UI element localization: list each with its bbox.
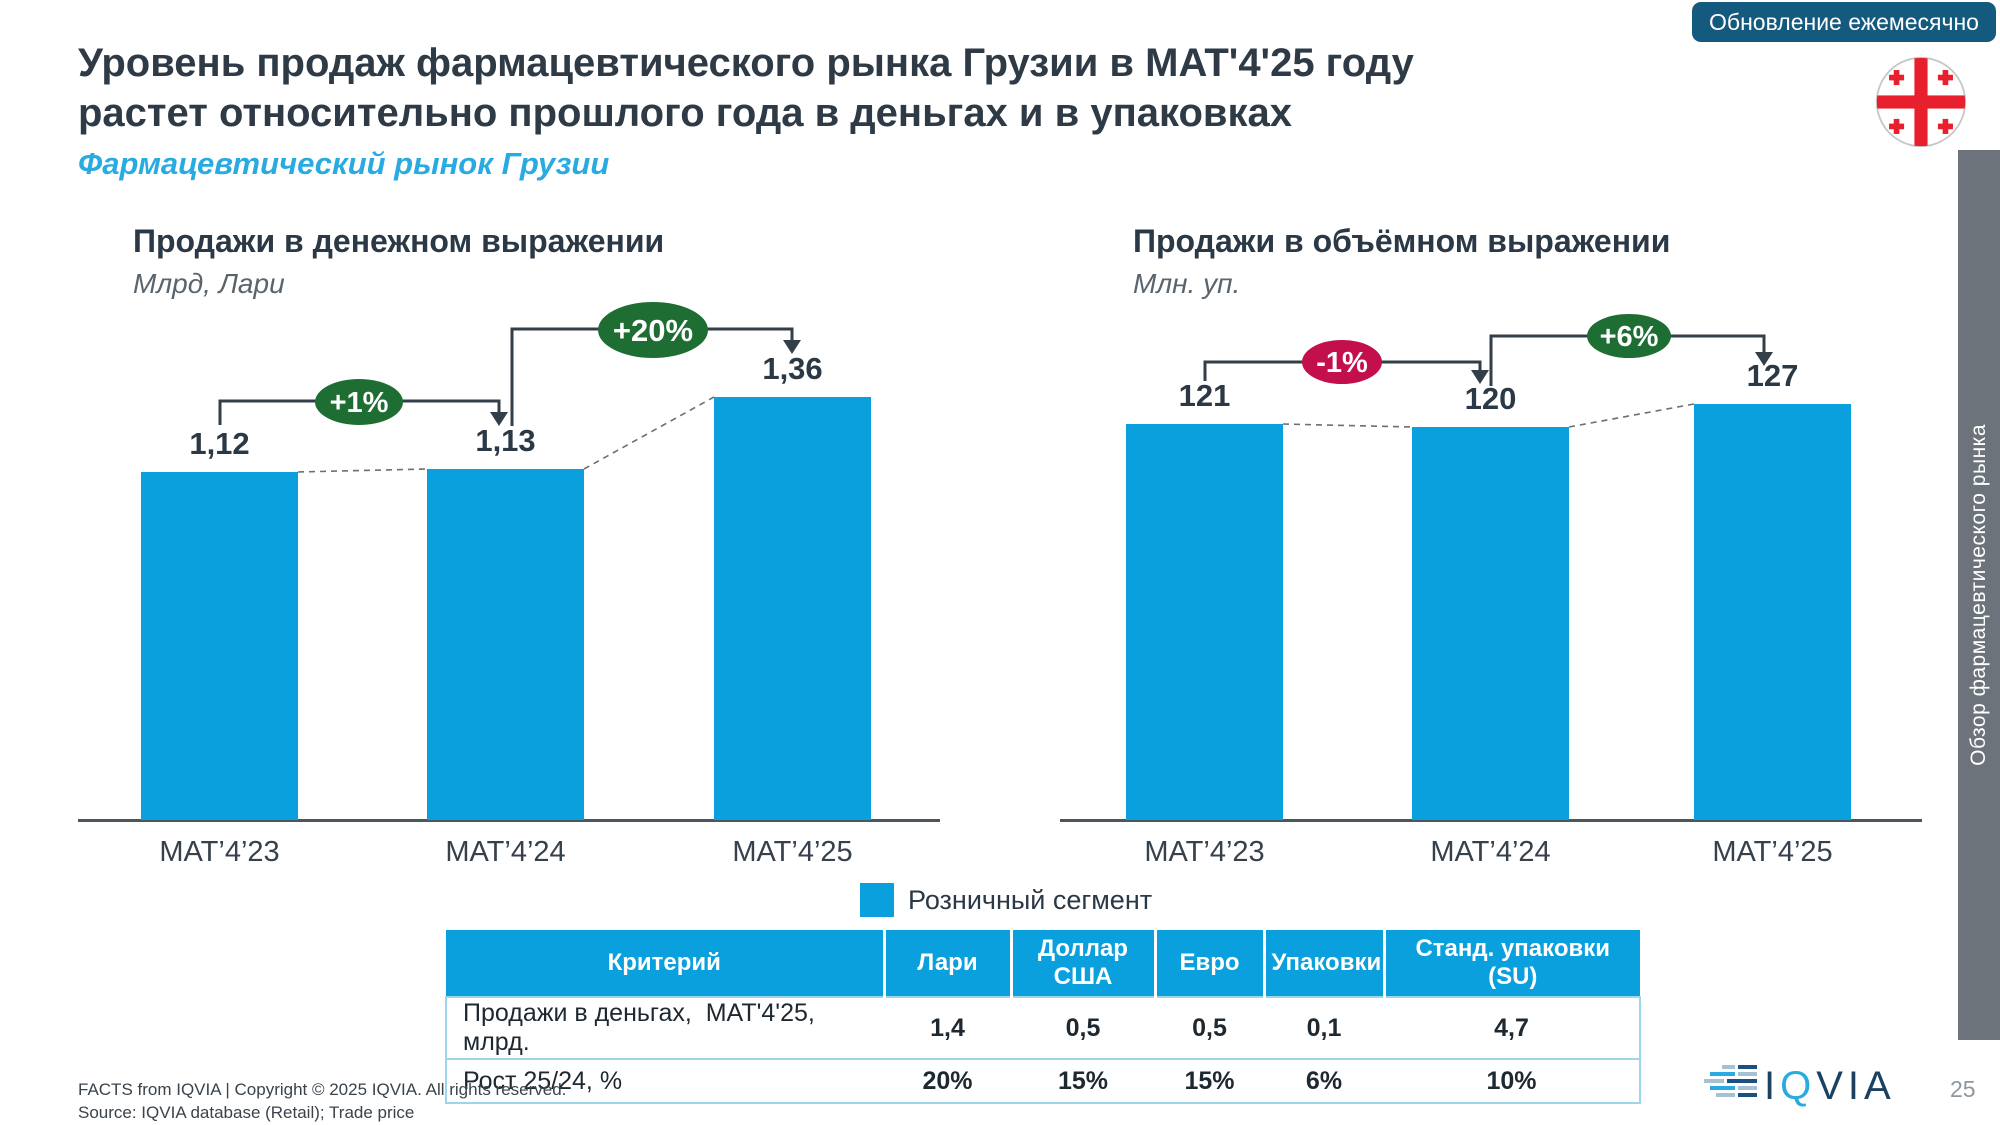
kpi-sales-su: 4,7	[1384, 996, 1641, 1060]
money-chart-unit: Млрд, Лари	[133, 268, 285, 299]
update-frequency-label: Обновление ежемесячно	[1709, 8, 1979, 35]
money-chart-x-axis	[78, 819, 940, 822]
source-text: Source: IQVIA database (Retail); Trade p…	[78, 1103, 415, 1122]
bar-value-label: 127	[1746, 358, 1799, 393]
section-tab-label: Обзор фармацевтического рынка	[1967, 424, 1990, 766]
page-title-line2: растет относительно прошлого года в день…	[78, 91, 1293, 135]
bar-MAT’4’25	[714, 397, 871, 820]
growth-bracket--1%: -1%	[1203, 340, 1489, 384]
bar-MAT’4’24	[1412, 427, 1569, 820]
kpi-col-eur: Евро	[1153, 930, 1264, 997]
legend-swatch-retail	[860, 883, 894, 917]
page-title: Уровень продаж фармацевтического рынка Г…	[78, 38, 1718, 138]
bar-value-label: 1,36	[762, 351, 823, 386]
page-subtitle: Фармацевтический рынок Грузии	[78, 146, 610, 181]
money-chart-title: Продажи в денежном выражении	[133, 223, 665, 259]
x-axis-label: MAT’4’25	[732, 836, 853, 868]
x-axis-label: MAT’4’23	[1144, 836, 1265, 868]
section-tab: Обзор фармацевтического рынка	[1958, 150, 2000, 1040]
bar-value-label: 121	[1178, 378, 1231, 413]
kpi-col-lari: Лари	[882, 930, 1011, 997]
kpi-col-packs: Упаковки	[1262, 930, 1384, 997]
kpi-row-sales-label: Продажи в деньгах, MAT'4'25, млрд.	[445, 996, 884, 1060]
x-axis-label: MAT’4’24	[1430, 836, 1551, 868]
kpi-sales-usd: 0,5	[1011, 996, 1155, 1060]
bar-MAT’4’24	[427, 469, 584, 820]
volume-chart-heading: Продажи в объёмном выражении Млн. уп.	[1133, 222, 1893, 300]
georgia-flag-icon	[1874, 55, 1968, 149]
bar-MAT’4’25	[1694, 404, 1851, 820]
bar-MAT’4’23	[1126, 424, 1283, 820]
kpi-col-usd: Доллар США	[1009, 930, 1155, 997]
x-axis-label: MAT’4’23	[159, 836, 280, 868]
volume-chart-x-axis	[1060, 819, 1922, 822]
kpi-col-criterion: Критерий	[446, 930, 884, 997]
kpi-col-su: Станд. упаковки (SU)	[1382, 930, 1640, 997]
kpi-growth-usd: 15%	[1011, 1058, 1155, 1104]
volume-chart-plot: 121 MAT’4’23 120 MAT’4’24 127 MAT’4’25 -1% +6%	[1060, 290, 1922, 868]
volume-chart-unit: Млн. уп.	[1133, 268, 1241, 299]
bar-value-label: 1,12	[189, 426, 250, 461]
growth-badge-label: +1%	[330, 387, 389, 419]
iqvia-logo-i: I	[1764, 1064, 1780, 1108]
iqvia-logo-via: VIA	[1816, 1064, 1895, 1108]
volume-chart-title: Продажи в объёмном выражении	[1133, 223, 1671, 259]
iqvia-logo-q: Q	[1780, 1064, 1816, 1108]
kpi-sales-packs: 0,1	[1264, 996, 1384, 1060]
kpi-growth-eur: 15%	[1155, 1058, 1264, 1104]
iqvia-logo: IQVIA	[1700, 1058, 1910, 1117]
growth-bracket-+1%: +1%	[218, 379, 508, 426]
growth-badge-label: -1%	[1316, 347, 1368, 379]
money-chart-plot: 1,12 MAT’4’23 1,13 MAT’4’24 1,36 MAT’4’25 +1% +…	[78, 290, 940, 868]
growth-badge-label: +6%	[1600, 321, 1659, 353]
growth-bracket-+6%: +6%	[1489, 314, 1773, 386]
x-axis-label: MAT’4’25	[1712, 836, 1833, 868]
kpi-row-sales: Продажи в деньгах, MAT'4'25, млрд. 1,4 0…	[445, 996, 1641, 1060]
money-chart-heading: Продажи в денежном выражении Млрд, Лари	[133, 222, 893, 300]
kpi-growth-su: 10%	[1384, 1058, 1641, 1104]
bar-value-label: 120	[1464, 381, 1517, 416]
page-title-line1: Уровень продаж фармацевтического рынка Г…	[78, 41, 1414, 85]
kpi-growth-lari: 20%	[884, 1058, 1011, 1104]
kpi-growth-packs: 6%	[1264, 1058, 1384, 1104]
bar-value-label: 1,13	[475, 423, 536, 458]
facts-copyright-text: FACTS from IQVIA | Copyright © 2025 IQVI…	[78, 1080, 567, 1099]
growth-badge-label: +20%	[613, 313, 693, 348]
x-axis-label: MAT’4’24	[445, 836, 566, 868]
kpi-sales-eur: 0,5	[1155, 996, 1264, 1060]
kpi-row-growth: Рост 25/24, % 20% 15% 15% 6% 10%	[445, 1058, 1641, 1104]
kpi-table: Критерий Лари Доллар США Евро Упаковки С…	[445, 930, 1641, 1104]
page-number: 25	[1950, 1076, 1976, 1102]
update-frequency-badge: Обновление ежемесячно	[1692, 2, 1996, 42]
svg-text:IQVIA: IQVIA	[1764, 1064, 1896, 1108]
bar-MAT’4’23	[141, 472, 298, 820]
kpi-row-growth-label: Рост 25/24, %	[445, 1058, 884, 1104]
kpi-sales-lari: 1,4	[884, 996, 1011, 1060]
iqvia-logo-stripes	[1704, 1065, 1757, 1097]
legend-label-retail: Розничный сегмент	[908, 884, 1153, 915]
kpi-table-header-row: Критерий Лари Доллар США Евро Упаковки С…	[446, 930, 1640, 997]
legend: Розничный сегмент	[860, 883, 1152, 917]
